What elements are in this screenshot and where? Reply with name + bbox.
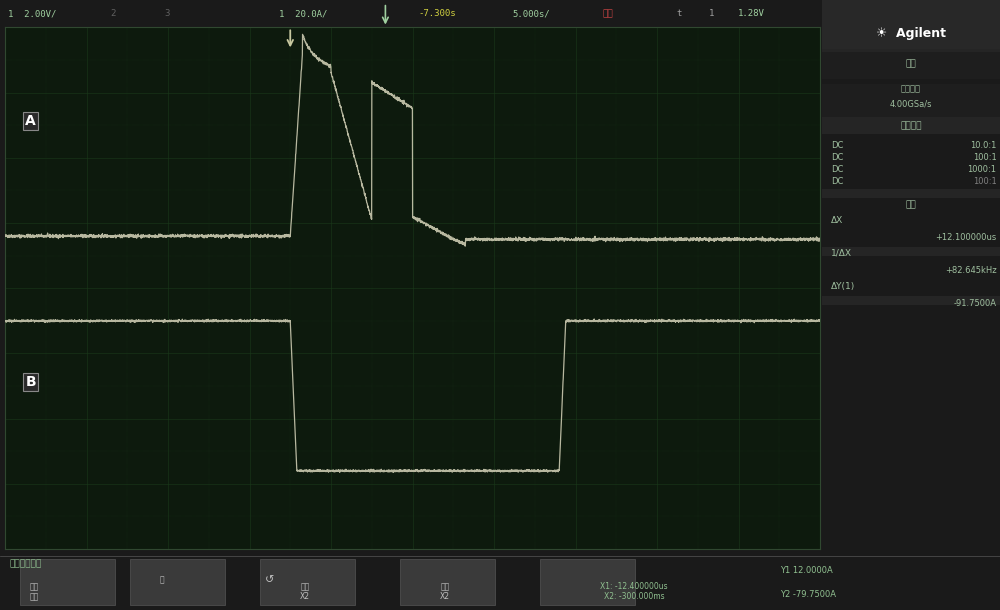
Text: 2: 2: [111, 9, 116, 18]
Bar: [822, 15, 1000, 52]
Text: 光标: 光标: [906, 200, 916, 209]
Text: A: A: [25, 114, 36, 128]
Bar: [822, 256, 1000, 296]
Text: 10.0:1: 10.0:1: [970, 141, 996, 149]
Text: ΔY(1): ΔY(1): [831, 282, 855, 291]
Text: t: t: [676, 9, 682, 18]
Text: 3: 3: [164, 9, 169, 18]
Text: 100:1: 100:1: [973, 153, 996, 162]
Text: Y1 12.0000A: Y1 12.0000A: [780, 566, 833, 575]
Text: 1  2.00V/: 1 2.00V/: [8, 9, 57, 18]
Text: DC: DC: [831, 141, 843, 149]
Text: Y2 -79.7500A: Y2 -79.7500A: [780, 590, 836, 599]
Bar: [822, 117, 1000, 135]
Text: +12.100000us: +12.100000us: [935, 234, 996, 242]
Text: DC: DC: [831, 165, 843, 174]
Bar: [130, 559, 225, 605]
Text: DC: DC: [831, 153, 843, 162]
Text: B: B: [25, 375, 36, 389]
Bar: [822, 0, 1000, 49]
Bar: [400, 559, 495, 605]
Bar: [822, 305, 1000, 342]
Bar: [260, 559, 355, 605]
Text: 光标设置菜单: 光标设置菜单: [10, 560, 42, 569]
Text: 1  20.0A/: 1 20.0A/: [279, 9, 327, 18]
Bar: [822, 296, 1000, 305]
Bar: [20, 559, 115, 605]
Text: 1/ΔX: 1/ΔX: [831, 249, 852, 257]
Bar: [822, 189, 1000, 198]
Text: 单位
X2: 单位 X2: [440, 582, 450, 601]
Text: 模式
手动: 模式 手动: [30, 582, 39, 601]
Bar: [822, 247, 1000, 256]
Text: 5.000s/: 5.000s/: [512, 9, 550, 18]
Text: 前: 前: [160, 575, 165, 584]
Bar: [822, 84, 1000, 117]
Text: X1: -12.400000us
X2: -300.000ms: X1: -12.400000us X2: -300.000ms: [600, 582, 668, 601]
Bar: [540, 559, 635, 605]
Text: -91.7500A: -91.7500A: [953, 300, 996, 308]
Bar: [822, 134, 1000, 189]
Text: ΔX: ΔX: [831, 217, 843, 225]
Text: 1000:1: 1000:1: [967, 165, 996, 174]
Text: ↺: ↺: [265, 575, 275, 584]
Text: 光照: 光照: [906, 60, 916, 68]
Text: 光标
X2: 光标 X2: [300, 582, 310, 601]
Text: 1.28V: 1.28V: [738, 9, 765, 18]
Bar: [822, 52, 1000, 79]
Text: ☀  Agilent: ☀ Agilent: [876, 27, 946, 40]
Text: 100:1: 100:1: [973, 178, 996, 186]
Text: 探头衡衰: 探头衡衰: [900, 122, 922, 131]
Bar: [822, 198, 1000, 247]
Text: DC: DC: [831, 178, 843, 186]
Text: 4.00GSa/s: 4.00GSa/s: [890, 99, 932, 108]
Text: 1: 1: [709, 9, 715, 18]
Text: 停止: 停止: [603, 9, 613, 18]
Text: +82.645kHz: +82.645kHz: [945, 266, 996, 274]
Text: 高分辨率: 高分辨率: [901, 84, 921, 93]
Text: -7.300s: -7.300s: [418, 9, 456, 18]
